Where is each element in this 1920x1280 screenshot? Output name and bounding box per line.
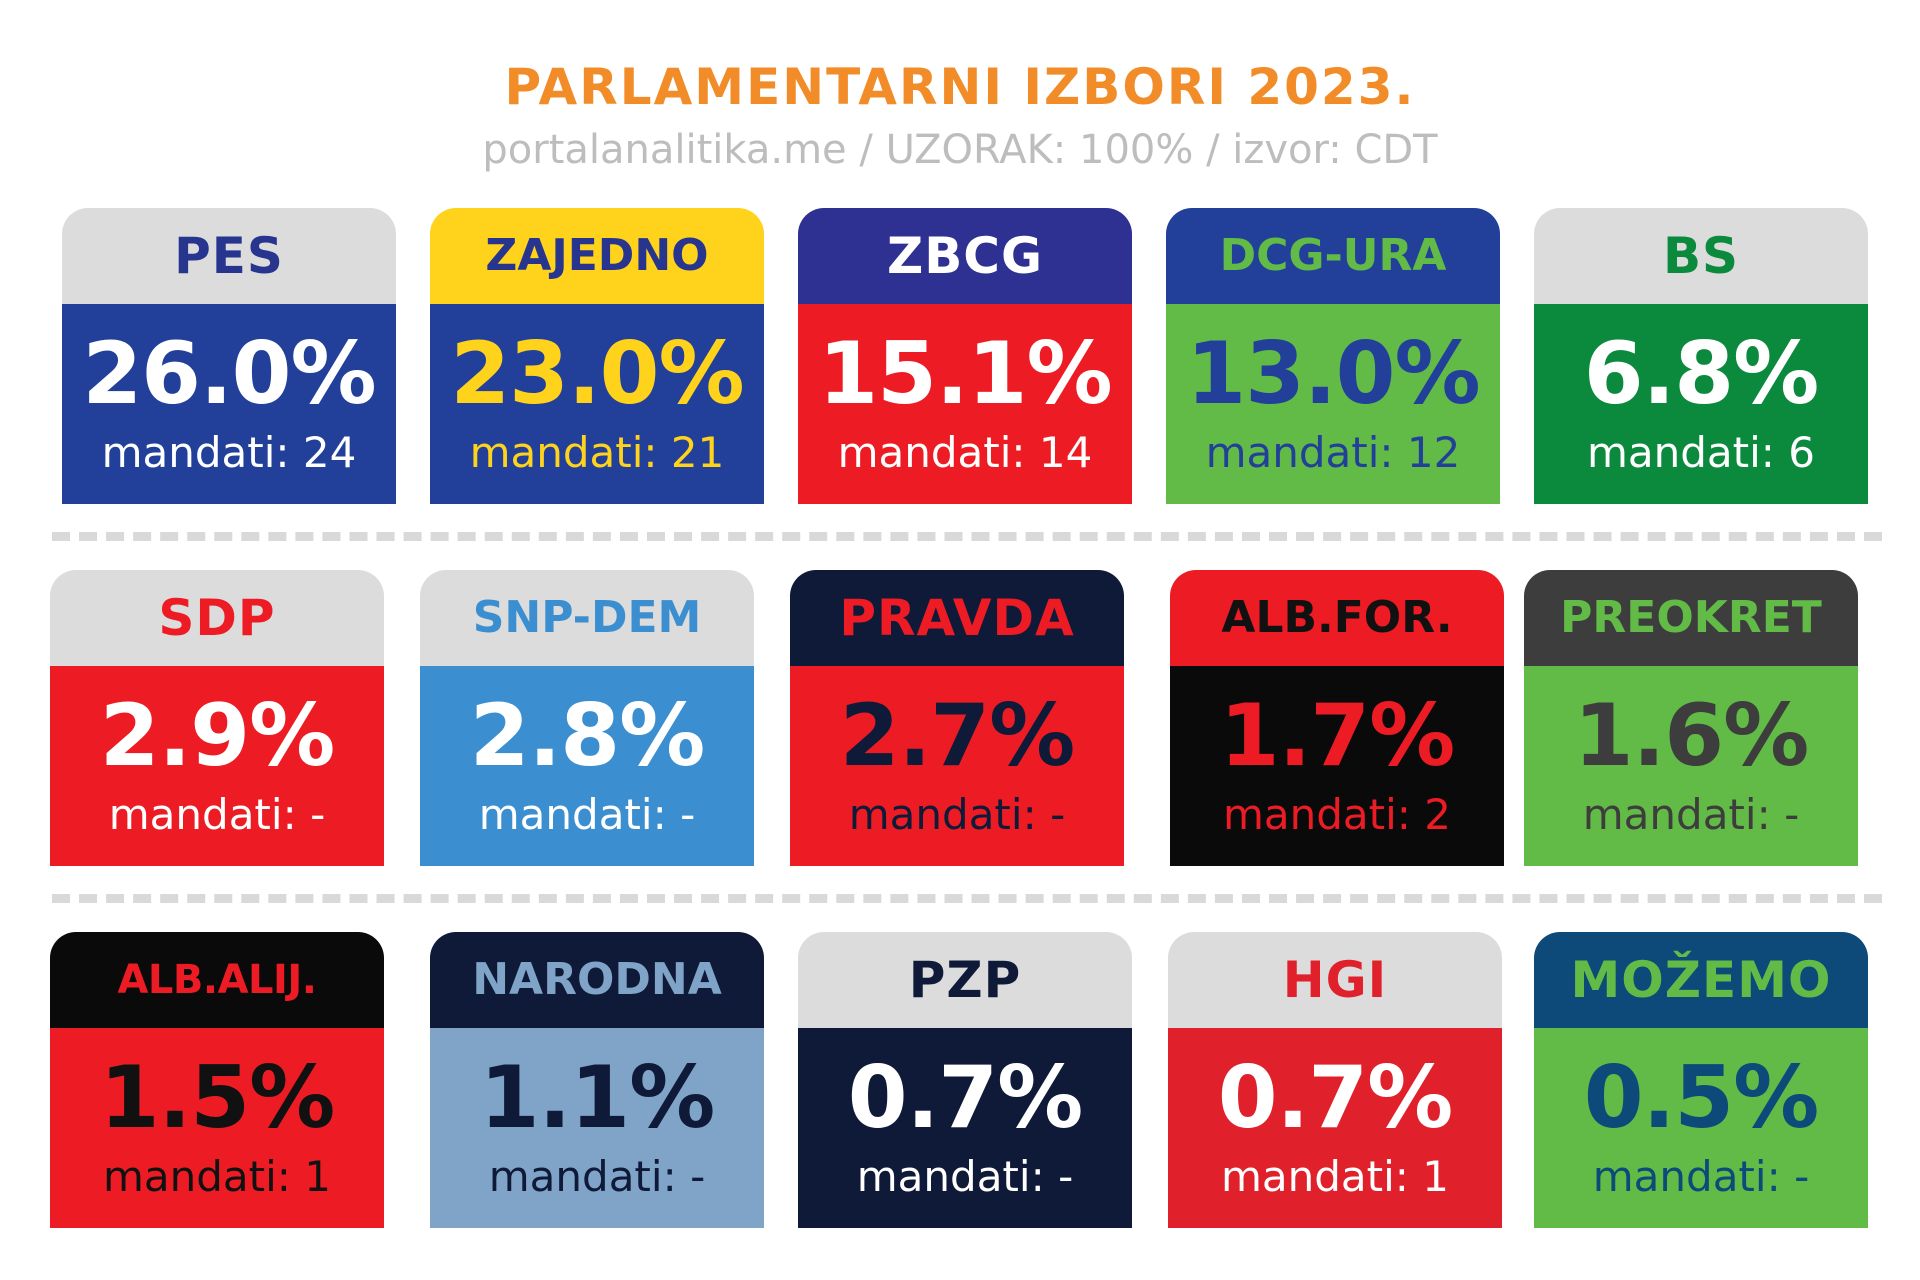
vote-percent: 6.8% [1583,324,1820,424]
chart-title: PARLAMENTARNI IZBORI 2023. [504,58,1416,116]
party-result-body: 2.9% mandati: - [50,662,384,866]
vote-percent: 2.9% [99,686,336,786]
party-card-zbcg: 15.1% mandati: 14 ZBCG [798,208,1132,504]
vote-percent: 0.5% [1583,1048,1820,1148]
party-name: ALB.FOR. [1221,592,1453,643]
vote-percent: 1.6% [1573,686,1810,786]
party-card-snp-dem: 2.8% mandati: - SNP-DEM [420,570,754,866]
party-result-body: 6.8% mandati: 6 [1534,300,1868,504]
party-name: HGI [1282,951,1388,1009]
party-card-narodna: 1.1% mandati: - NARODNA [430,932,764,1228]
party-name: ALB.ALIJ. [117,957,317,1003]
party-name: PZP [908,951,1022,1009]
party-card-pravda: 2.7% mandati: - PRAVDA [790,570,1124,866]
party-result-body: 1.5% mandati: 1 [50,1024,384,1228]
party-name-tab: PES [62,208,396,304]
seats-label: mandati: - [1592,1152,1810,1201]
vote-percent: 1.7% [1219,686,1456,786]
party-name-tab: PZP [798,932,1132,1028]
vote-percent: 0.7% [1217,1048,1454,1148]
party-name-tab: DCG-URA [1166,208,1500,304]
party-name: SDP [158,589,276,647]
party-card-sdp: 2.9% mandati: - SDP [50,570,384,866]
party-result-body: 1.7% mandati: 2 [1170,662,1504,866]
seats-label: mandati: - [108,790,326,839]
party-result-body: 23.0% mandati: 21 [430,300,764,504]
seats-label: mandati: 12 [1205,428,1461,477]
party-result-body: 0.7% mandati: 1 [1168,1024,1502,1228]
party-result-body: 13.0% mandati: 12 [1166,300,1500,504]
party-card-hgi: 0.7% mandati: 1 HGI [1168,932,1502,1228]
seats-label: mandati: 21 [469,428,725,477]
seats-label: mandati: - [1582,790,1800,839]
party-result-body: 0.7% mandati: - [798,1024,1132,1228]
party-name-tab: PREOKRET [1524,570,1858,666]
party-name-tab: SNP-DEM [420,570,754,666]
chart-subtitle: portalanalitika.me / UZORAK: 100% / izvo… [482,127,1438,173]
party-result-body: 1.6% mandati: - [1524,662,1858,866]
party-card-dcg-ura: 13.0% mandati: 12 DCG-URA [1166,208,1500,504]
party-name-tab: HGI [1168,932,1502,1028]
party-name: SNP-DEM [472,592,702,643]
seats-label: mandati: - [478,790,696,839]
vote-percent: 23.0% [450,324,744,424]
party-card-alb-for: 1.7% mandati: 2 ALB.FOR. [1170,570,1504,866]
vote-percent: 1.5% [99,1048,336,1148]
party-name-tab: ALB.ALIJ. [50,932,384,1028]
party-name-tab: ZBCG [798,208,1132,304]
seats-label: mandati: 1 [1220,1152,1450,1201]
party-result-body: 15.1% mandati: 14 [798,300,1132,504]
seats-label: mandati: - [488,1152,706,1201]
party-name: MOŽEMO [1570,951,1832,1009]
party-name: PRAVDA [839,589,1075,647]
vote-percent: 2.8% [469,686,706,786]
party-name-tab: ALB.FOR. [1170,570,1504,666]
vote-percent: 26.0% [82,324,376,424]
party-name-tab: SDP [50,570,384,666]
party-name: NARODNA [472,954,722,1005]
party-result-body: 1.1% mandati: - [430,1024,764,1228]
party-result-body: 26.0% mandati: 24 [62,300,396,504]
seats-label: mandati: 24 [101,428,357,477]
party-name-tab: PRAVDA [790,570,1124,666]
vote-percent: 13.0% [1186,324,1480,424]
seats-label: mandati: 14 [837,428,1093,477]
seats-label: mandati: - [856,1152,1074,1201]
seats-label: mandati: 6 [1586,428,1816,477]
party-result-body: 0.5% mandati: - [1534,1024,1868,1228]
seats-label: mandati: 1 [102,1152,332,1201]
party-result-body: 2.8% mandati: - [420,662,754,866]
vote-percent: 15.1% [818,324,1112,424]
party-name: DCG-URA [1219,230,1447,281]
row-divider-1 [52,532,1882,541]
vote-percent: 0.7% [847,1048,1084,1148]
party-name-tab: NARODNA [430,932,764,1028]
seats-label: mandati: 2 [1222,790,1452,839]
vote-percent: 1.1% [479,1048,716,1148]
row-divider-2 [52,894,1882,903]
party-result-body: 2.7% mandati: - [790,662,1124,866]
party-card-alb-alij: 1.5% mandati: 1 ALB.ALIJ. [50,932,384,1228]
party-name: PES [174,227,284,285]
party-card-mo-emo: 0.5% mandati: - MOŽEMO [1534,932,1868,1228]
party-name-tab: MOŽEMO [1534,932,1868,1028]
vote-percent: 2.7% [839,686,1076,786]
party-card-pes: 26.0% mandati: 24 PES [62,208,396,504]
party-name: PREOKRET [1560,592,1822,643]
party-name-tab: BS [1534,208,1868,304]
party-card-bs: 6.8% mandati: 6 BS [1534,208,1868,504]
party-name-tab: ZAJEDNO [430,208,764,304]
party-card-preokret: 1.6% mandati: - PREOKRET [1524,570,1858,866]
party-card-pzp: 0.7% mandati: - PZP [798,932,1132,1228]
party-name: ZBCG [886,227,1044,285]
party-name: ZAJEDNO [485,230,709,281]
party-name: BS [1662,227,1740,285]
seats-label: mandati: - [848,790,1066,839]
party-card-zajedno: 23.0% mandati: 21 ZAJEDNO [430,208,764,504]
